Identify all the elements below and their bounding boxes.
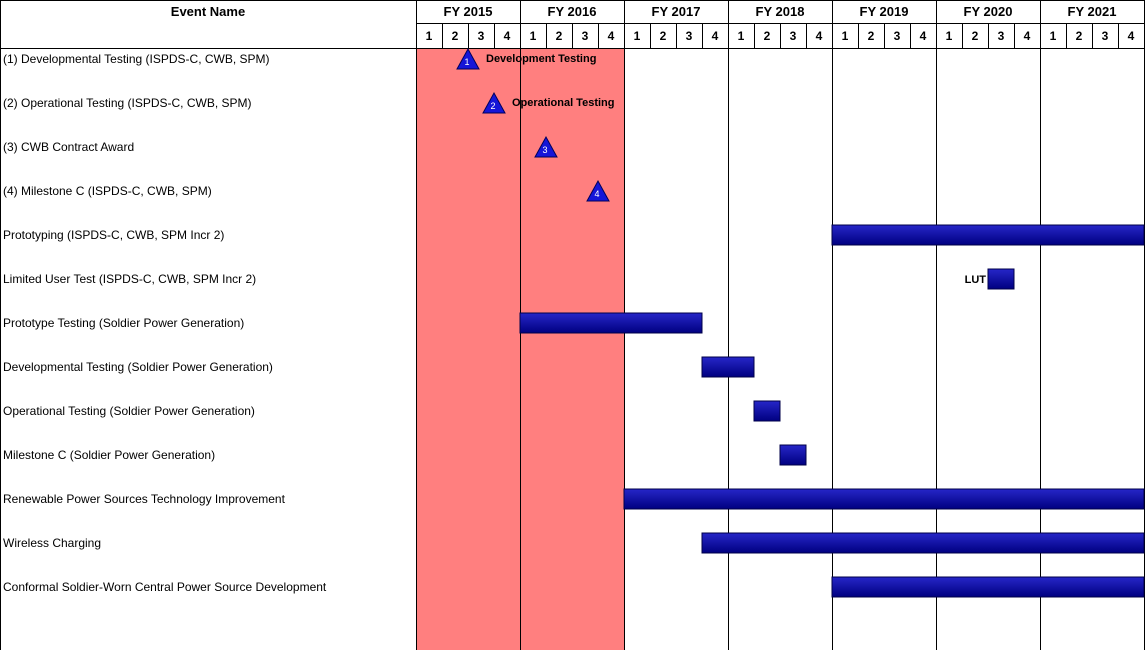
event-label: Prototyping (ISPDS-C, CWB, SPM Incr 2)	[3, 228, 224, 242]
quarter-label: 2	[868, 29, 875, 43]
quarter-label: 1	[426, 29, 433, 43]
schedule-bar	[701, 532, 1145, 554]
quarter-label: 2	[452, 29, 459, 43]
schedule-bar	[623, 488, 1145, 510]
milestone-annotation: Operational Testing	[512, 97, 614, 109]
quarter-label: 4	[920, 29, 927, 43]
schedule-bar	[779, 444, 807, 466]
milestone-number: 1	[464, 57, 469, 67]
event-labels: (1) Developmental Testing (ISPDS-C, CWB,…	[3, 52, 327, 594]
schedule-bar	[831, 576, 1145, 598]
quarter-label: 4	[1024, 29, 1031, 43]
milestone-triangle	[534, 135, 558, 158]
quarter-label: 1	[842, 29, 849, 43]
quarter-label: 2	[972, 29, 979, 43]
fy-label: FY 2016	[548, 4, 597, 19]
milestone-annotation: Development Testing	[486, 53, 596, 65]
event-label: Prototype Testing (Soldier Power Generat…	[3, 316, 244, 330]
event-label: Operational Testing (Soldier Power Gener…	[3, 404, 255, 418]
quarter-label: 1	[1050, 29, 1057, 43]
schedule-bar	[987, 268, 1015, 290]
quarter-label: 4	[712, 29, 719, 43]
schedule-bar	[753, 400, 781, 422]
schedule-marks: 1 Development Testing 2 Operational Testing…	[456, 47, 1145, 598]
fy-label: FY 2017	[652, 4, 701, 19]
fy-label: FY 2015	[444, 4, 493, 19]
quarter-label: 1	[738, 29, 745, 43]
quarter-label: 1	[634, 29, 641, 43]
fy-label: FY 2019	[860, 4, 909, 19]
quarter-label: 1	[946, 29, 953, 43]
milestone-number: 3	[542, 145, 547, 155]
quarter-label: 3	[894, 29, 901, 43]
quarter-label: 4	[504, 29, 511, 43]
bar-annotation: LUT	[965, 274, 987, 286]
event-label: Milestone C (Soldier Power Generation)	[3, 448, 215, 462]
quarter-label: 2	[556, 29, 563, 43]
quarter-label: 4	[608, 29, 615, 43]
schedule-bar	[701, 356, 755, 378]
schedule-bar	[831, 224, 1145, 246]
event-label: (1) Developmental Testing (ISPDS-C, CWB,…	[3, 52, 270, 66]
quarter-label: 4	[1128, 29, 1135, 43]
event-label: (3) CWB Contract Award	[3, 140, 134, 154]
quarter-label: 1	[530, 29, 537, 43]
event-label: (2) Operational Testing (ISPDS-C, CWB, S…	[3, 96, 252, 110]
milestone-triangle	[586, 179, 610, 202]
schedule-bar	[519, 312, 703, 334]
quarter-label: 3	[686, 29, 693, 43]
timeline-header: Event Name FY 2015 1 2 3 4 FY 2016 1 2 3 4 FY 2017…	[171, 4, 1135, 43]
milestone-number: 4	[594, 189, 599, 199]
milestone-triangle	[456, 47, 480, 70]
event-label: (4) Milestone C (ISPDS-C, CWB, SPM)	[3, 184, 212, 198]
event-name-header: Event Name	[171, 4, 245, 19]
quarter-label: 3	[582, 29, 589, 43]
quarter-label: 2	[764, 29, 771, 43]
quarter-label: 3	[478, 29, 485, 43]
event-label: Renewable Power Sources Technology Impro…	[3, 492, 286, 506]
quarter-label: 3	[1102, 29, 1109, 43]
quarter-label: 4	[816, 29, 823, 43]
event-label: Wireless Charging	[3, 536, 101, 550]
quarter-label: 2	[1076, 29, 1083, 43]
fy-label: FY 2020	[964, 4, 1013, 19]
quarter-label: 3	[998, 29, 1005, 43]
quarter-label: 3	[790, 29, 797, 43]
quarter-label: 2	[660, 29, 667, 43]
event-label: Developmental Testing (Soldier Power Gen…	[3, 360, 273, 374]
milestone-triangle	[482, 91, 506, 114]
fy-label: FY 2021	[1068, 4, 1117, 19]
fy-label: FY 2018	[756, 4, 805, 19]
milestone-number: 2	[490, 101, 495, 111]
event-label: Conformal Soldier-Worn Central Power Sou…	[3, 580, 327, 594]
event-label: Limited User Test (ISPDS-C, CWB, SPM Inc…	[3, 272, 256, 286]
